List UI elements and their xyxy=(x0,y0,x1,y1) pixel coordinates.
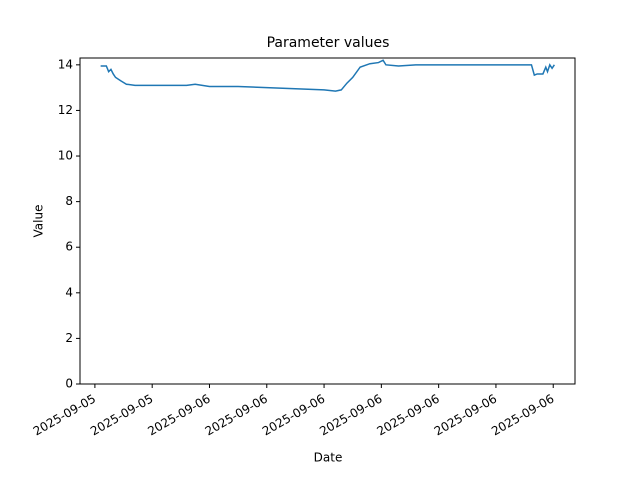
y-axis-label: Value xyxy=(32,205,46,238)
y-tick-label: 0 xyxy=(65,377,73,391)
x-tick-label: 2025-09-05 xyxy=(31,392,98,439)
plot-frame xyxy=(79,57,576,385)
data-line xyxy=(100,59,555,92)
y-tick-label: 12 xyxy=(58,103,73,117)
x-axis-label: Date xyxy=(314,451,343,465)
chart-title: Parameter values xyxy=(267,35,390,51)
y-tick-label: 8 xyxy=(65,194,73,208)
x-tick-label: 2025-09-06 xyxy=(145,392,212,439)
x-tick-label: 2025-09-06 xyxy=(203,392,270,439)
x-tick-label: 2025-09-06 xyxy=(374,392,441,439)
x-tick-label: 2025-09-06 xyxy=(260,392,327,439)
y-tick-label: 4 xyxy=(65,285,73,299)
x-tick-label: 2025-09-05 xyxy=(88,392,155,439)
x-tick-label: 2025-09-06 xyxy=(432,392,499,439)
x-tick-label: 2025-09-06 xyxy=(317,392,384,439)
y-tick-label: 10 xyxy=(58,149,73,163)
x-tick-label: 2025-09-06 xyxy=(489,392,556,439)
y-tick-label: 14 xyxy=(58,57,73,71)
y-tick-label: 2 xyxy=(65,331,73,345)
y-tick-label: 6 xyxy=(65,240,73,254)
